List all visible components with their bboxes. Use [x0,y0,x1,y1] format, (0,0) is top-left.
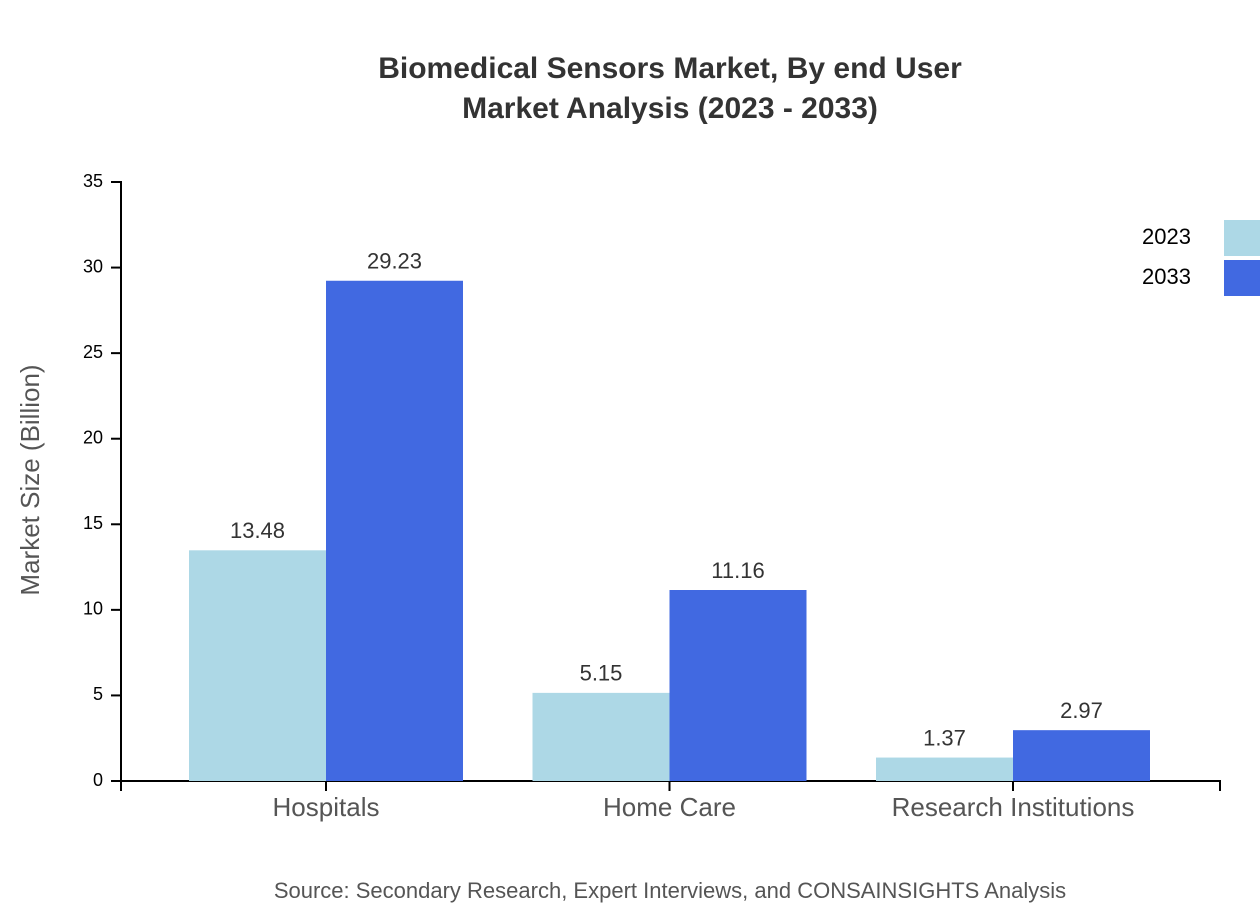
value-label: 1.37 [923,725,966,750]
value-label: 11.16 [711,558,764,583]
x-tick-label: Research Institutions [892,792,1135,822]
y-tick-label: 5 [93,684,103,704]
chart-subtitle: Market Analysis (2023 - 2033) [462,92,878,125]
bar [876,757,1013,781]
legend-swatch [1224,260,1260,296]
y-tick-label: 30 [83,256,103,276]
source-note: Source: Secondary Research, Expert Inter… [274,878,1066,903]
y-tick-label: 10 [83,599,103,619]
x-tick-label: Hospitals [273,792,380,822]
bar [189,550,326,781]
legend-swatch [1224,220,1260,256]
legend-label: 2033 [1142,264,1191,289]
bar [669,590,807,781]
y-tick-label: 35 [83,171,103,191]
x-tick-label: Home Care [603,792,736,822]
bar [326,280,463,781]
value-label: 13.48 [230,518,285,543]
chart-title: Biomedical Sensors Market, By end User [378,52,962,85]
y-tick-label: 15 [83,513,103,533]
y-axis-label: Market Size (Billion) [15,364,45,595]
bar [532,692,670,781]
y-tick-label: 25 [83,342,103,362]
y-tick-label: 0 [93,770,103,790]
y-tick-label: 20 [83,427,103,447]
value-label: 5.15 [580,661,623,686]
value-label: 29.23 [367,249,422,274]
value-label: 2.97 [1060,698,1103,723]
legend-label: 2023 [1142,224,1191,249]
bar [1013,730,1150,781]
